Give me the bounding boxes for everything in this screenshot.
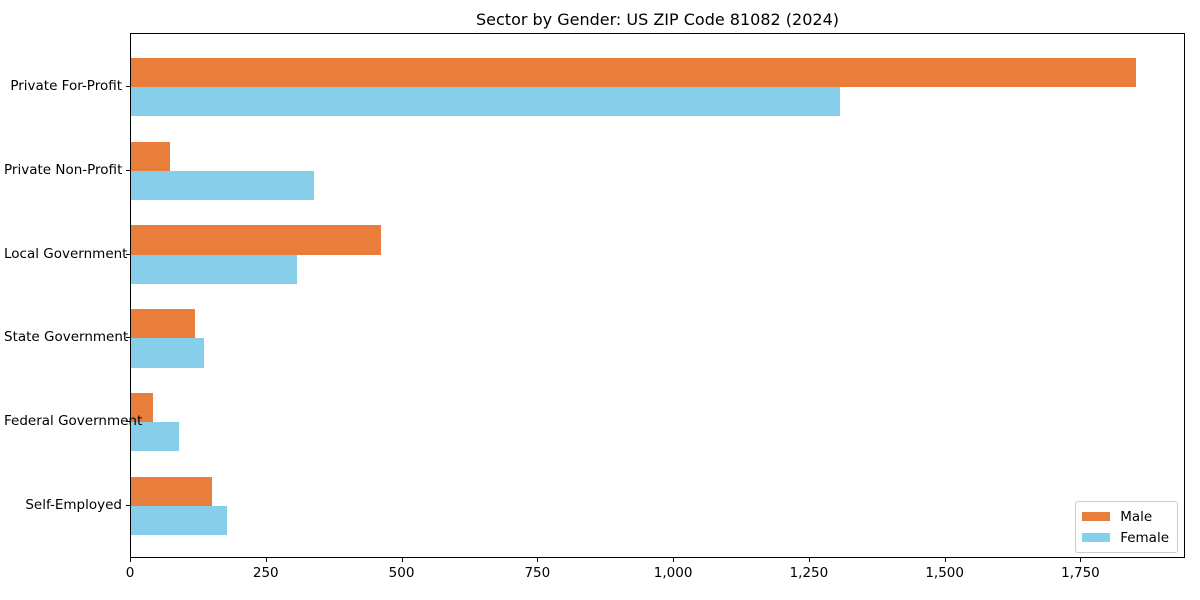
legend-label-male: Male (1120, 508, 1153, 525)
y-tick-mark (126, 169, 130, 171)
bar-male-5 (131, 476, 212, 506)
x-tick-mark (130, 558, 131, 562)
legend-label-female: Female (1120, 529, 1169, 546)
bar-male-1 (131, 141, 171, 171)
bar-female-5 (131, 505, 228, 536)
chart-title: Sector by Gender: US ZIP Code 81082 (202… (476, 10, 839, 29)
x-tick-mark (944, 558, 946, 562)
x-tick-label: 500 (388, 565, 415, 581)
bar-male-3 (131, 309, 196, 339)
x-tick-label: 1,750 (1061, 565, 1100, 581)
x-tick-label: 250 (252, 565, 279, 581)
bars-layer (131, 34, 1184, 557)
y-tick-label: Local Government (4, 245, 128, 262)
x-tick-mark (1080, 558, 1082, 562)
x-tick-label: 1,250 (789, 565, 829, 581)
bar-male-4 (131, 392, 154, 423)
bar-female-2 (131, 254, 297, 284)
y-tick-label: Private For-Profit (10, 78, 122, 95)
x-tick-label: 0 (125, 565, 135, 581)
y-tick-mark (126, 86, 130, 88)
bar-female-3 (131, 338, 205, 368)
x-tick-mark (537, 558, 539, 562)
legend-swatch-female (1082, 533, 1111, 542)
plot-area: Male Female (130, 33, 1185, 558)
legend-swatch-male (1082, 512, 1111, 521)
y-tick-mark (126, 421, 130, 423)
bar-male-2 (131, 225, 381, 255)
x-tick-label: 1,500 (925, 565, 964, 581)
x-tick-label: 1,000 (653, 565, 693, 581)
x-tick-mark (808, 558, 810, 562)
y-tick-mark (126, 337, 130, 339)
legend: Male Female (1075, 501, 1178, 553)
y-tick-label: Private Non-Profit (4, 161, 123, 178)
x-tick-mark (265, 558, 267, 562)
bar-female-1 (131, 170, 315, 201)
y-tick-label: Self-Employed (25, 496, 122, 513)
y-tick-label: Federal Government (4, 413, 143, 430)
legend-row-female: Female (1082, 527, 1169, 548)
x-tick-mark (673, 558, 675, 562)
x-tick-mark (401, 558, 403, 562)
y-tick-label: State Government (4, 329, 129, 346)
y-tick-mark (126, 504, 130, 506)
bar-female-4 (131, 422, 180, 452)
y-tick-mark (126, 253, 130, 255)
bar-female-0 (131, 87, 840, 117)
legend-row-male: Male (1082, 506, 1169, 527)
bar-male-0 (131, 57, 1136, 88)
x-tick-label: 750 (524, 565, 551, 581)
